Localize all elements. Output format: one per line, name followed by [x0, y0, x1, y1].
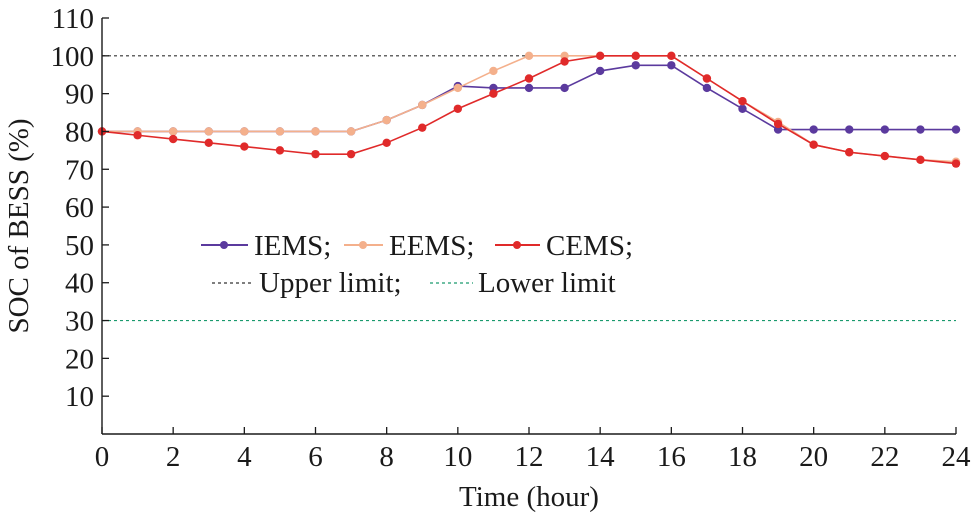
legend-marker-iems	[220, 241, 228, 249]
x-tick-label: 12	[515, 441, 544, 473]
y-tick-label: 90	[65, 79, 94, 111]
x-tick-label: 8	[379, 441, 394, 473]
data-point-iems	[845, 125, 854, 134]
data-point-iems	[595, 66, 605, 76]
legend-marker-eems	[359, 241, 367, 249]
data-point-cems	[489, 89, 498, 98]
data-point-cems	[916, 155, 925, 165]
data-point-iems	[631, 61, 640, 70]
data-point-cems	[595, 51, 605, 61]
series-line-cems	[101, 55, 957, 165]
x-tick-label: 0	[95, 441, 110, 473]
data-point-eems	[346, 127, 356, 136]
y-tick-label: 70	[65, 154, 94, 186]
y-tick-label: 50	[65, 230, 94, 262]
legend-label-upper-limit: Upper limit;	[259, 267, 402, 299]
data-point-cems	[275, 146, 285, 155]
data-point-cems	[524, 74, 534, 83]
data-point-iems	[951, 125, 961, 134]
y-tick-label: 20	[65, 343, 94, 375]
data-point-iems	[702, 83, 712, 93]
x-tick-label: 16	[657, 441, 686, 473]
data-point-eems	[204, 127, 213, 136]
x-tick-label: 2	[166, 441, 181, 473]
x-tick-label: 20	[799, 441, 828, 473]
data-point-iems	[667, 61, 676, 70]
data-point-iems	[809, 125, 818, 134]
data-point-cems	[418, 123, 427, 132]
data-point-cems	[845, 148, 854, 157]
x-tick-label: 10	[443, 441, 472, 473]
data-point-iems	[880, 125, 890, 134]
data-point-eems	[275, 127, 285, 136]
data-point-cems	[311, 149, 320, 159]
y-tick-label: 40	[65, 268, 94, 300]
data-point-cems	[880, 151, 890, 161]
x-tick-label: 22	[870, 441, 899, 473]
data-point-eems	[240, 127, 249, 136]
data-point-cems	[382, 138, 391, 147]
data-point-eems	[418, 100, 427, 110]
legend-marker-cems	[513, 241, 521, 249]
data-point-eems	[168, 127, 178, 136]
y-tick-label: 100	[51, 41, 95, 73]
y-tick-label: 80	[65, 116, 94, 148]
y-tick-label: 10	[65, 381, 94, 413]
data-point-cems	[809, 140, 818, 149]
data-point-iems	[560, 83, 569, 93]
data-point-cems	[560, 57, 569, 66]
x-axis-label: Time (hour)	[459, 481, 599, 513]
x-tick-label: 4	[237, 441, 252, 473]
series-lines	[97, 51, 961, 168]
data-point-iems	[524, 83, 534, 93]
data-point-iems	[916, 125, 925, 134]
y-tick-label: 30	[65, 306, 94, 338]
y-axis-label: SOC of BESS (%)	[3, 118, 35, 333]
data-point-eems	[489, 66, 498, 76]
data-point-iems	[738, 104, 747, 113]
data-point-cems	[667, 51, 676, 61]
data-point-cems	[204, 138, 213, 147]
data-point-cems	[738, 97, 747, 106]
data-point-eems	[311, 127, 320, 136]
legend-label-cems: CEMS;	[546, 230, 633, 262]
y-tick-label: 60	[65, 192, 94, 224]
x-tick-label: 24	[942, 441, 972, 473]
data-point-eems	[453, 83, 463, 93]
x-tick-label: 18	[728, 441, 757, 473]
legend: IEMS; EEMS; CEMS; Upper limit; Lower lim…	[201, 230, 633, 299]
legend-label-lower-limit: Lower limit	[478, 267, 616, 299]
legend-label-iems: IEMS;	[254, 230, 331, 262]
data-point-cems	[133, 131, 142, 140]
data-point-cems	[702, 74, 712, 83]
data-point-cems	[168, 134, 178, 144]
data-point-cems	[773, 119, 783, 129]
y-tick-label: 110	[52, 3, 94, 35]
x-tick-label: 6	[308, 441, 323, 473]
x-tick-label: 14	[586, 441, 616, 473]
legend-label-eems: EEMS;	[389, 230, 474, 262]
data-point-cems	[453, 104, 463, 113]
data-point-cems	[951, 159, 961, 168]
data-point-cems	[631, 51, 640, 61]
data-point-cems	[346, 149, 356, 159]
data-point-eems	[524, 51, 534, 61]
data-point-cems	[240, 142, 249, 151]
data-point-eems	[382, 115, 391, 125]
ticks: 0 2 4 6 8 10 12 14 16 18 20 22 241020304050607080901…	[51, 3, 972, 473]
